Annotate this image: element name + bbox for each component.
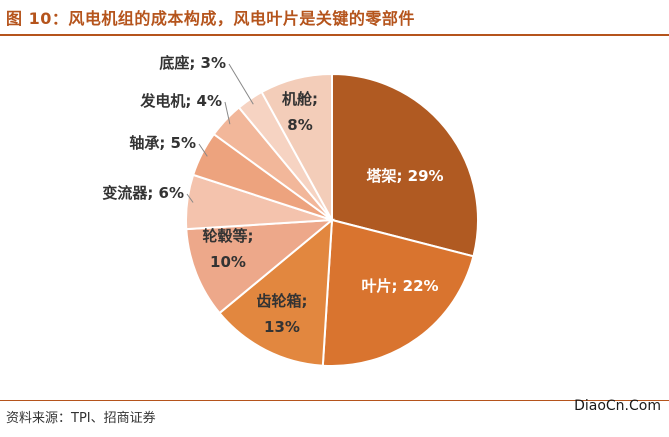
pie-slice-4: [185, 218, 336, 315]
pie-slice-9: [260, 72, 333, 221]
pie-slice-2: [321, 218, 475, 367]
slice-label-4: 轮毂等; 10%: [203, 227, 254, 271]
leader-line-8: [228, 63, 254, 105]
slice-label-2: 叶片; 22%: [361, 277, 438, 295]
pie-slice-3: [218, 217, 334, 367]
leader-line-6: [198, 143, 208, 157]
slice-label-8: 底座; 3%: [159, 54, 226, 72]
slice-labels: 塔架; 29% 叶片; 22% 齿轮箱; 13%轮毂等; 10% 变流器; 6% 轴承; 5…: [102, 54, 443, 336]
slice-label-6: 轴承; 5%: [129, 134, 196, 152]
figure-title: 图 10：风电机组的成本构成，风电叶片是关键的零部件: [6, 9, 415, 28]
watermark-text: DiaoCn.Com: [574, 398, 661, 414]
source-note: 资料来源：TPI、招商证券: [6, 411, 156, 426]
title-bar: 图 10：风电机组的成本构成，风电叶片是关键的零部件: [0, 0, 669, 36]
slice-label-3: 齿轮箱; 13%: [257, 292, 308, 336]
pie-chart: 塔架; 29% 叶片; 22% 齿轮箱; 13%轮毂等; 10% 变流器; 6% 轴承; 5…: [102, 54, 479, 367]
slice-label-5: 变流器; 6%: [102, 184, 184, 202]
pie-slices: [185, 72, 479, 367]
pie-slice-1: [331, 72, 479, 258]
bottom-rule: [0, 400, 669, 401]
slice-label-7: 发电机; 4%: [139, 92, 222, 110]
slice-label-1: 塔架; 29%: [366, 167, 443, 185]
slice-label-9: 机舱; 8%: [282, 90, 318, 134]
leader-line-5: [186, 193, 194, 203]
leader-line-7: [224, 101, 231, 125]
leader-lines: [186, 63, 254, 203]
